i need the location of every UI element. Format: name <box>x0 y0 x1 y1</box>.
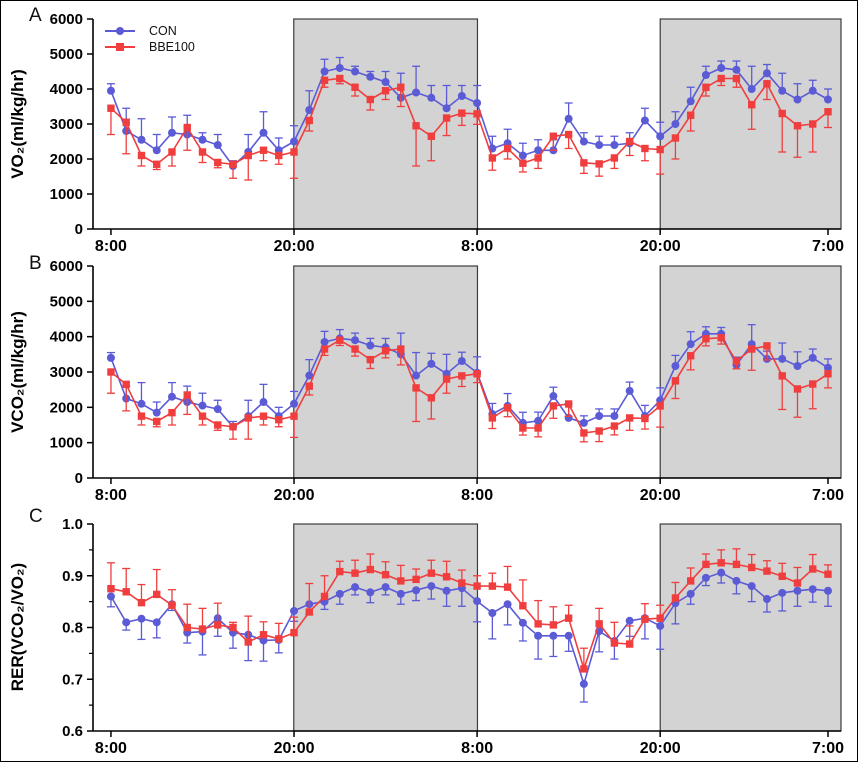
legend-item-bbe100: BBE100 <box>105 39 195 55</box>
panel-b-chart: 0 1000 2000 3000 4000 5000 6000 8:00 20:00 8:00 20… <box>50 258 844 504</box>
svg-text:8:00: 8:00 <box>95 238 127 251</box>
svg-text:0: 0 <box>75 221 83 238</box>
svg-text:8:00: 8:00 <box>95 487 127 504</box>
svg-text:6000: 6000 <box>50 11 83 28</box>
panel-a-letter: A <box>29 5 42 26</box>
svg-text:8:00: 8:00 <box>461 487 493 504</box>
panel-b-ylabel: VCO₂(ml/kg/hr) <box>8 311 27 433</box>
con-swatch <box>105 26 135 36</box>
bbe100-swatch <box>105 42 135 52</box>
panel-b-letter: B <box>29 253 42 274</box>
svg-text:8:00: 8:00 <box>95 740 127 757</box>
svg-text:7:00: 7:00 <box>812 740 844 757</box>
svg-text:20:00: 20:00 <box>640 740 681 757</box>
svg-text:1.0: 1.0 <box>62 516 83 533</box>
panel-c-letter: C <box>29 506 43 527</box>
svg-text:0.7: 0.7 <box>62 671 83 688</box>
legend-label-con: CON <box>149 24 177 38</box>
svg-text:0.6: 0.6 <box>62 723 83 740</box>
svg-text:5000: 5000 <box>50 46 83 63</box>
svg-text:20:00: 20:00 <box>274 487 315 504</box>
svg-text:7:00: 7:00 <box>812 487 844 504</box>
svg-text:0: 0 <box>75 470 83 487</box>
svg-text:4000: 4000 <box>50 329 83 346</box>
svg-text:0.9: 0.9 <box>62 568 83 585</box>
con-circle-marker-icon <box>116 27 124 35</box>
svg-text:2000: 2000 <box>50 399 83 416</box>
panel-c-ylabel: RER(VCO₂/VO₂) <box>8 562 27 692</box>
svg-text:1000: 1000 <box>50 186 83 203</box>
svg-text:20:00: 20:00 <box>274 740 315 757</box>
panel-c-chart: 0.6 0.7 0.8 0.9 1.0 8:00 20:00 8:00 20:00 7:00 <box>62 516 844 757</box>
svg-text:6000: 6000 <box>50 258 83 275</box>
panel-a-ylabel: VO₂(ml/kg/hr) <box>8 69 27 179</box>
svg-text:20:00: 20:00 <box>274 238 315 251</box>
legend: CON BBE100 <box>105 23 195 55</box>
svg-text:0.8: 0.8 <box>62 620 83 637</box>
svg-text:8:00: 8:00 <box>461 740 493 757</box>
svg-text:3000: 3000 <box>50 116 83 133</box>
svg-text:3000: 3000 <box>50 364 83 381</box>
svg-text:2000: 2000 <box>50 151 83 168</box>
svg-text:5000: 5000 <box>50 293 83 310</box>
legend-item-con: CON <box>105 23 195 39</box>
svg-text:1000: 1000 <box>50 435 83 452</box>
svg-text:4000: 4000 <box>50 81 83 98</box>
svg-text:8:00: 8:00 <box>461 238 493 251</box>
legend-label-bbe100: BBE100 <box>149 40 195 54</box>
panel-a-chart: 0 1000 2000 3000 4000 5000 6000 8:00 20:00 8:00 20… <box>50 11 844 251</box>
svg-text:7:00: 7:00 <box>812 238 844 251</box>
svg-text:20:00: 20:00 <box>640 487 681 504</box>
svg-text:20:00: 20:00 <box>640 238 681 251</box>
bbe100-square-marker-icon <box>116 43 124 51</box>
